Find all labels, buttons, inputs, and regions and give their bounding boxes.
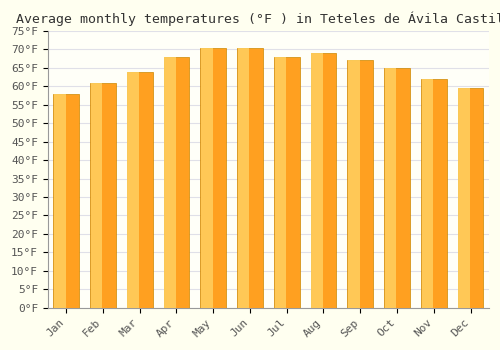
Bar xyxy=(312,53,323,308)
Bar xyxy=(54,94,79,308)
Bar xyxy=(274,57,286,308)
Bar xyxy=(421,79,446,308)
Bar xyxy=(238,48,250,308)
Bar xyxy=(128,71,139,308)
Title: Average monthly temperatures (°F ) in Teteles de Ávila Castillo: Average monthly temperatures (°F ) in Te… xyxy=(16,11,500,26)
Bar xyxy=(201,48,212,308)
Bar xyxy=(384,68,410,308)
Bar xyxy=(348,61,373,308)
Bar xyxy=(127,71,152,308)
Bar xyxy=(310,53,336,308)
Bar xyxy=(90,83,116,308)
Bar xyxy=(422,79,433,308)
Bar xyxy=(385,68,396,308)
Bar xyxy=(458,88,483,308)
Bar xyxy=(458,88,470,308)
Bar xyxy=(90,83,102,308)
Bar xyxy=(164,57,176,308)
Bar xyxy=(164,57,190,308)
Bar xyxy=(200,48,226,308)
Bar xyxy=(348,61,360,308)
Bar xyxy=(274,57,299,308)
Bar xyxy=(237,48,263,308)
Bar xyxy=(54,94,66,308)
